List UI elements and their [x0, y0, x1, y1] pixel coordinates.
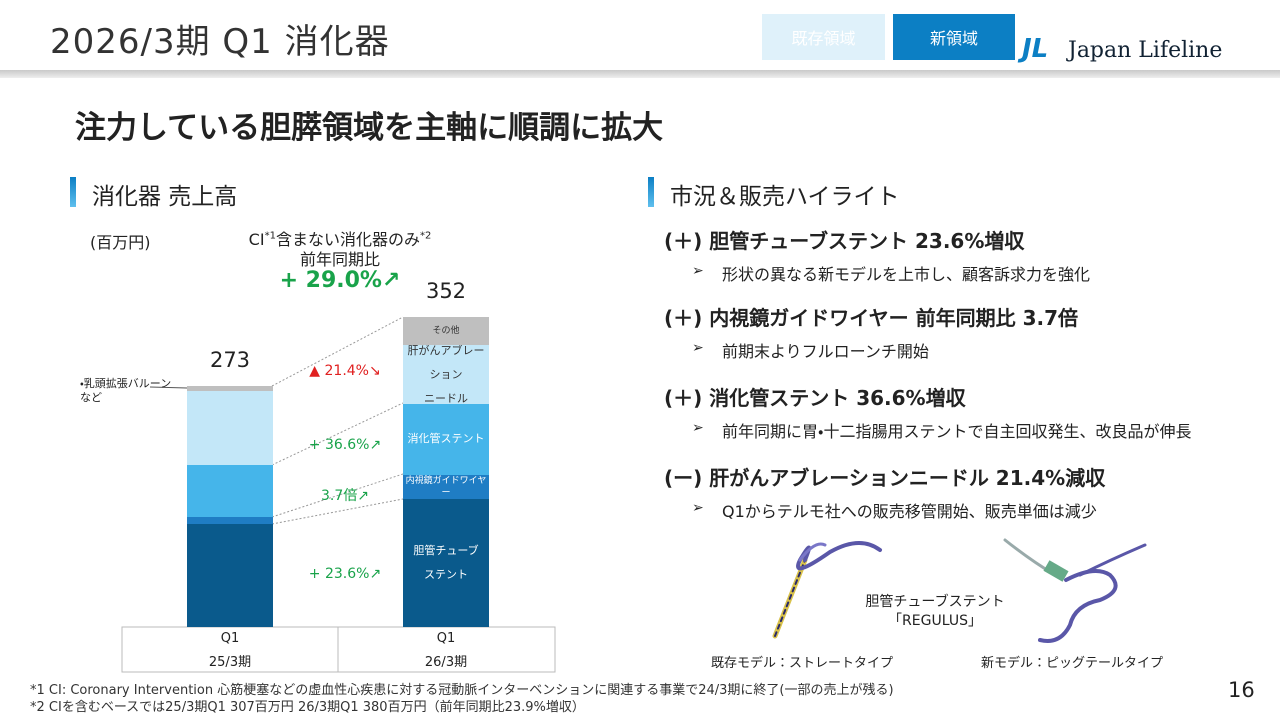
total-label: 352 [425, 278, 467, 303]
bar-segment: 消化管ステント [403, 404, 489, 475]
note-text: 含まない消化器のみ [275, 230, 420, 249]
connector [271, 402, 404, 466]
highlight-detail: 前期末よりフルローンチ開始 [722, 342, 929, 361]
segment-label: 内視鏡ガイドワイヤー [405, 475, 487, 498]
tab-active[interactable]: 新領域 [893, 14, 1015, 60]
callout-line [149, 386, 188, 389]
bar-segment [187, 516, 273, 524]
slide-title: 2026/3期 Q1 消化器 [50, 22, 390, 62]
old-model: 既存モデル：ストレートタイプ [710, 656, 893, 671]
change-label: + 23.6%↗ [308, 566, 382, 583]
section-marker [648, 177, 654, 207]
section-title: 消化器 売上高 [92, 184, 238, 210]
section-marker [70, 177, 76, 207]
footnote: *1 CI: Coronary Intervention 心筋梗塞などの虚血性心… [30, 683, 894, 698]
header-band [0, 70, 1280, 78]
total-label: 273 [209, 348, 251, 373]
bullet-mark: ➢ [692, 263, 704, 279]
bar-segment [187, 523, 273, 627]
highlight-detail: 形状の異なる新モデルを上市し、顧客訴求力を強化 [722, 265, 1091, 284]
highlight-heading: (＋) 胆管チューブステント 23.6%増収 [664, 229, 1025, 253]
bar-segment: 胆管チューブ ステント [403, 499, 489, 627]
highlight-heading: (＋) 内視鏡ガイドワイヤー 前年同期比 3.7倍 [664, 306, 1078, 330]
bullet-mark: ➢ [692, 500, 704, 516]
bullet-mark: ➢ [692, 340, 704, 356]
yoy-label: 前年同期比 [299, 250, 380, 269]
connector [271, 316, 404, 387]
tab[interactable]: 既存領域 [762, 14, 885, 60]
footnote: *2 CIを含むベースでは25/3期Q1 307百万円 26/3期Q1 380百… [30, 700, 585, 715]
x-tick-label: Q1 [220, 631, 240, 646]
segment-label: 肝がんアブレーション ニードル [407, 343, 485, 405]
new-model: 新モデル：ピッグテールタイプ [980, 656, 1163, 671]
headline: 注力している胆膵領域を主軸に順調に拡大 [75, 110, 664, 146]
note-text: CI [248, 230, 265, 249]
highlight-heading: (ー) 肝がんアブレーションニードル 21.4%減収 [664, 466, 1106, 490]
x-tick-label: 25/3期 [208, 655, 252, 670]
segment-label: 消化管ステント [407, 432, 485, 446]
segment-label: 胆管チューブ ステント [413, 544, 479, 582]
note-sup: *1 [264, 230, 276, 242]
logo-text: Japan Lifeline [1068, 38, 1223, 63]
connector [271, 473, 404, 518]
change-label: 3.7倍↗ [321, 487, 369, 504]
section-title: 市況＆販売ハイライト [670, 184, 900, 210]
bar-segment: 肝がんアブレーション ニードル [403, 344, 489, 405]
change-label: ▲ 21.4%↘ [309, 362, 381, 379]
stent-images [772, 538, 1147, 643]
bar-segment [187, 386, 273, 391]
highlight-heading: (＋) 消化管ステント 36.6%増収 [664, 386, 966, 410]
unit: (百万円) [90, 233, 151, 252]
page-number: 16 [1228, 678, 1255, 702]
bar-segment [187, 390, 273, 465]
callout: ・乳頭拡張バルーン など [80, 377, 172, 404]
highlight-detail: 前年同期に胃・十二指腸用ステントで自主回収発生、改良品が伸長 [722, 422, 1192, 441]
bar-segment: その他 [403, 316, 489, 346]
segment-label: その他 [432, 325, 460, 336]
x-tick-label: Q1 [436, 631, 456, 646]
change-label: + 36.6%↗ [308, 437, 382, 454]
bullet-mark: ➢ [692, 420, 704, 436]
bar-segment: 内視鏡ガイドワイヤー [403, 474, 489, 500]
note-sup: *2 [419, 230, 432, 242]
logo-mark: JL [1022, 34, 1049, 64]
product-caption: 胆管チューブステント 「REGULUS」 [865, 594, 1005, 629]
x-tick-label: 26/3期 [424, 655, 468, 670]
yoy-value: + 29.0%↗ [279, 268, 401, 293]
chart-note: CI*1含まない消化器のみ*2 [190, 226, 490, 250]
highlight-detail: Q1からテルモ社への販売移管開始、販売単価は減少 [722, 502, 1097, 521]
bar-segment [187, 464, 273, 517]
